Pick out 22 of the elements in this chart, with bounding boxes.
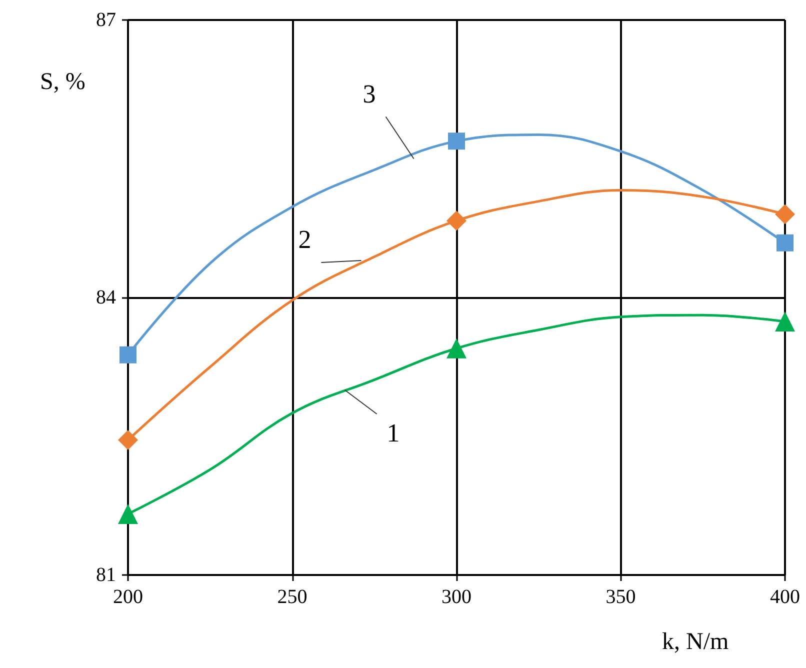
- point: [446, 338, 466, 358]
- point: [446, 210, 466, 231]
- point: [118, 504, 138, 524]
- point: [120, 346, 136, 364]
- y-axis-title: S, %: [40, 69, 86, 95]
- annotation: 3: [362, 79, 376, 108]
- annotation: 2: [298, 225, 312, 254]
- x-tick-label: 350: [606, 586, 636, 608]
- x-tick-label: 250: [277, 586, 308, 608]
- x-tick-label: 300: [442, 586, 472, 608]
- annotation: 1: [386, 418, 400, 448]
- x-tick-label: 400: [770, 586, 800, 608]
- point: [448, 132, 465, 150]
- y-tick-label: 81: [96, 564, 116, 586]
- x-axis-title: k, N/m: [662, 629, 729, 655]
- y-tick-label: 84: [96, 286, 116, 308]
- x-tick-label: 200: [113, 586, 143, 608]
- y-tick-label: 87: [96, 9, 116, 31]
- point: [775, 312, 795, 332]
- point: [776, 234, 794, 252]
- point: [775, 204, 795, 224]
- point: [118, 430, 138, 450]
